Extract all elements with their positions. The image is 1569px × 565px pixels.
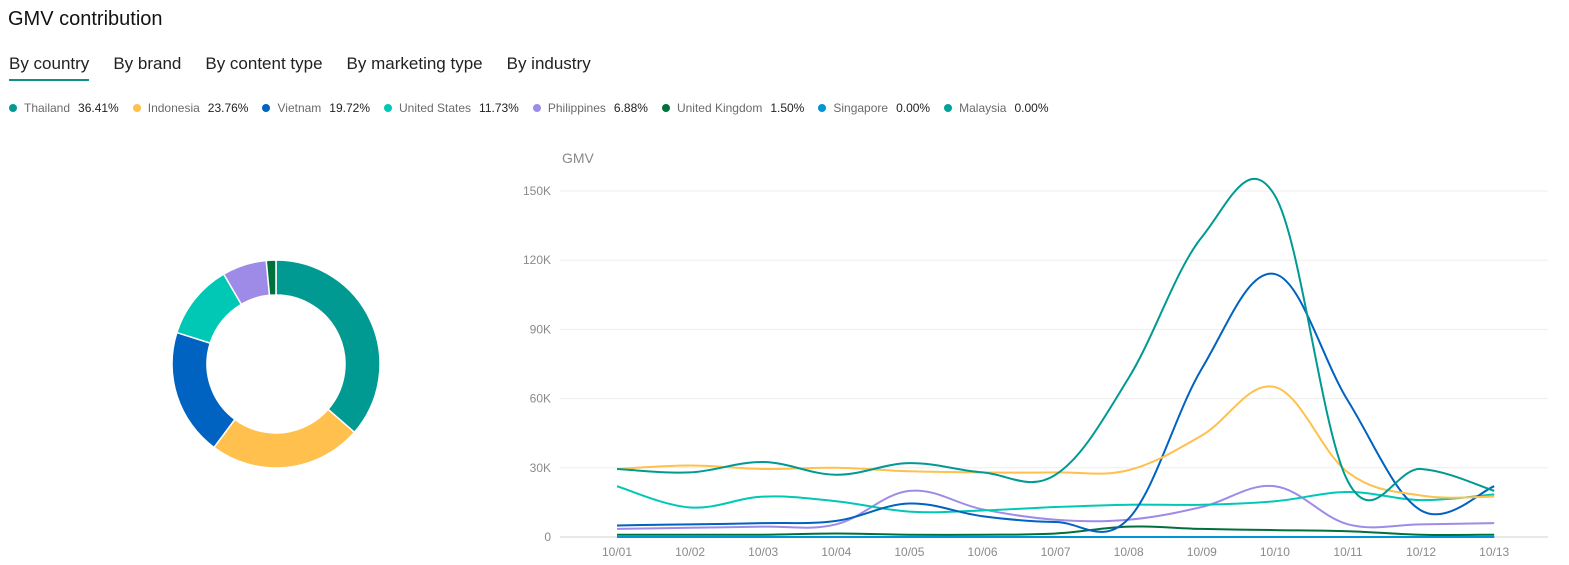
- series-line-indonesia[interactable]: [617, 386, 1494, 497]
- x-tick-label: 10/05: [894, 545, 924, 559]
- x-tick-label: 10/07: [1041, 545, 1071, 559]
- series-line-thailand[interactable]: [617, 179, 1494, 501]
- y-tick-label: 90K: [530, 322, 551, 336]
- line-chart: GMV 0 30K 60K 90K 120K 150K 10/01 10/02 10/03 10…: [523, 150, 1548, 559]
- y-tick-label: 0: [544, 530, 551, 544]
- x-tick-label: 10/13: [1479, 545, 1509, 559]
- x-tick-label: 10/06: [967, 545, 997, 559]
- x-tick-label: 10/08: [1114, 545, 1144, 559]
- y-tick-label: 120K: [523, 253, 551, 267]
- x-tick-label: 10/03: [748, 545, 778, 559]
- y-axis-title: GMV: [562, 150, 595, 166]
- y-tick-label: 150K: [523, 184, 551, 198]
- x-tick-label: 10/10: [1260, 545, 1290, 559]
- donut-slice-thailand[interactable]: [276, 260, 380, 432]
- x-tick-label: 10/09: [1187, 545, 1217, 559]
- y-tick-label: 60K: [530, 392, 551, 406]
- x-tick-label: 10/12: [1406, 545, 1436, 559]
- donut-chart: [172, 260, 380, 468]
- x-tick-label: 10/11: [1333, 545, 1362, 559]
- y-tick-label: 30K: [530, 461, 551, 475]
- donut-slice-indonesia[interactable]: [214, 409, 354, 468]
- donut-slice-vietnam[interactable]: [172, 333, 235, 448]
- x-tick-label: 10/02: [675, 545, 705, 559]
- x-tick-label: 10/04: [821, 545, 851, 559]
- x-tick-label: 10/01: [602, 545, 632, 559]
